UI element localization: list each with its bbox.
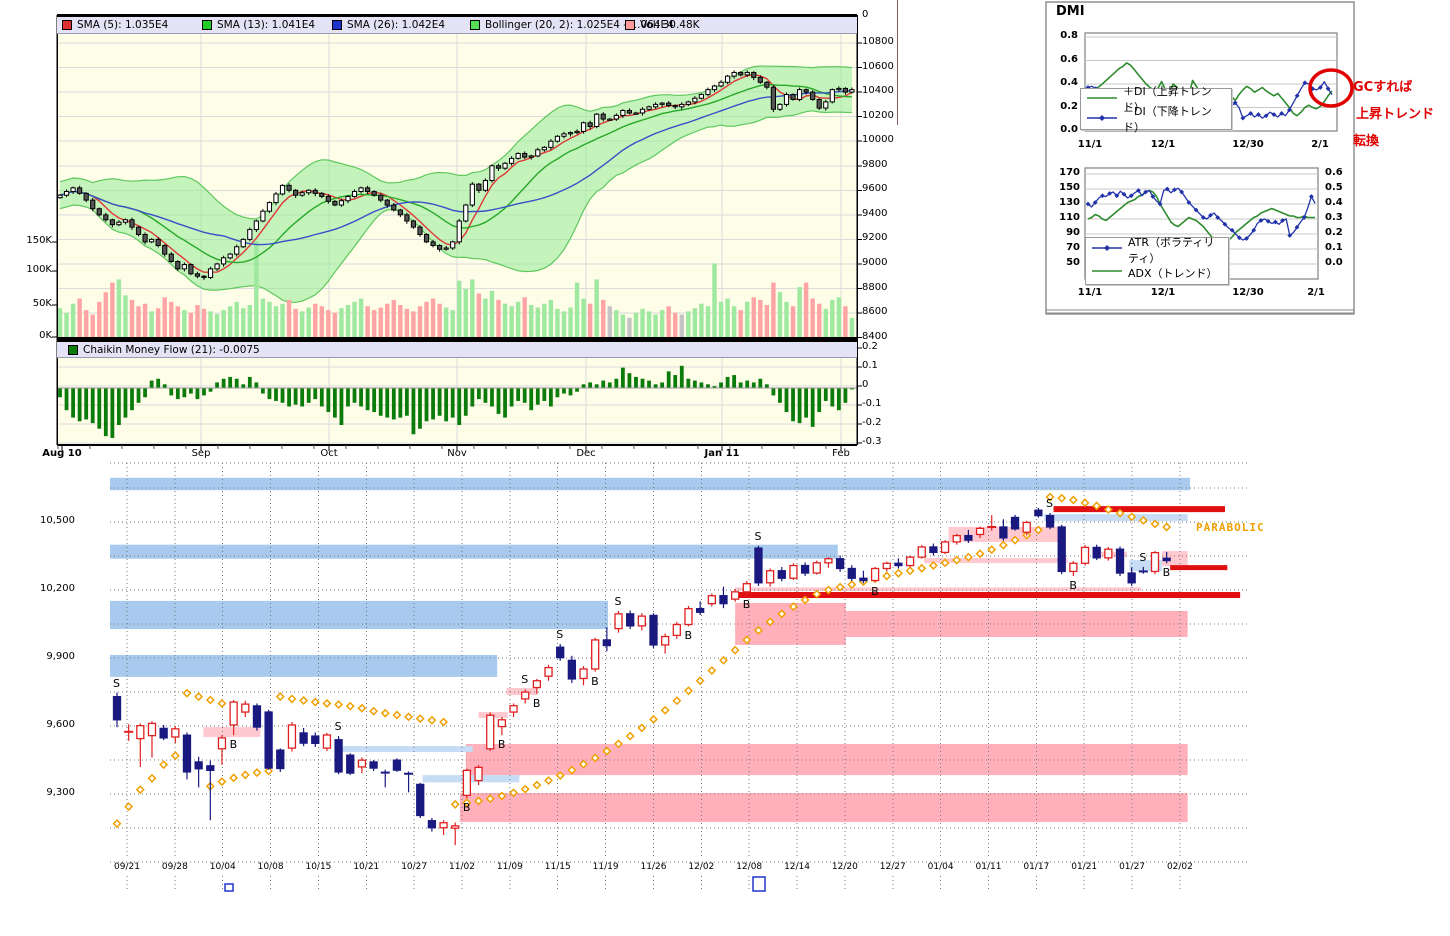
atr-adx-panel: [1084, 167, 1319, 280]
main-candles: [57, 70, 855, 281]
parabolic-sar-dots: [112, 492, 1172, 829]
volume-bars: [57, 241, 855, 337]
chaikin-bars: [57, 365, 857, 438]
bottom-candles: [112, 507, 1171, 846]
blue-zones: [110, 477, 1190, 677]
pink-zones: [459, 602, 1188, 823]
below-axis-marks: [224, 876, 766, 892]
bottom-gridlines: [110, 462, 1250, 892]
gc-highlight-circle: [1308, 68, 1354, 108]
